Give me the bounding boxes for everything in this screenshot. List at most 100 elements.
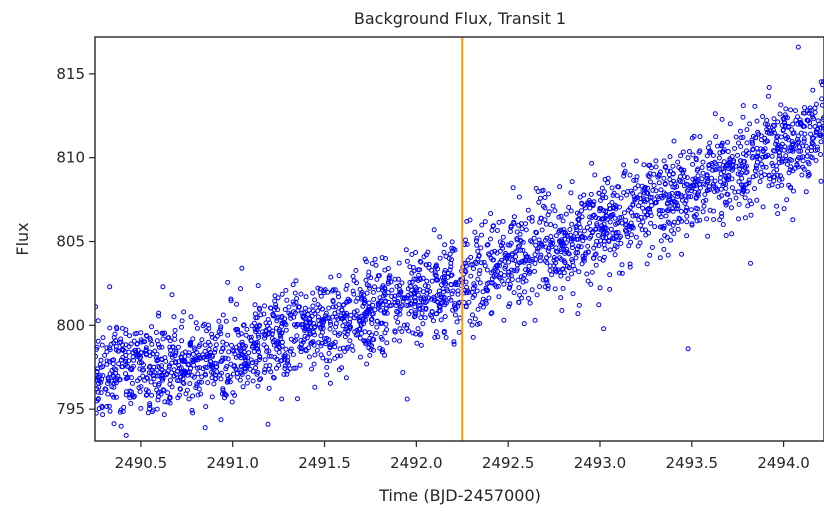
data-point	[633, 213, 638, 219]
data-point	[337, 353, 343, 359]
data-point	[536, 237, 542, 243]
data-point	[686, 194, 692, 200]
data-point	[250, 378, 256, 384]
data-point	[736, 179, 742, 185]
data-point	[310, 303, 316, 309]
data-point	[766, 124, 772, 130]
data-point	[601, 254, 607, 260]
data-point	[581, 258, 587, 264]
data-point	[424, 278, 430, 284]
data-point	[348, 312, 354, 318]
data-point	[275, 295, 281, 301]
data-point	[332, 330, 338, 336]
data-point	[538, 195, 543, 201]
data-point	[465, 257, 471, 263]
data-point	[754, 118, 760, 124]
data-point	[286, 362, 292, 368]
data-point	[363, 277, 369, 283]
data-point	[658, 187, 664, 193]
data-point	[730, 165, 736, 171]
data-point	[588, 191, 594, 197]
data-point	[744, 140, 750, 146]
data-point	[180, 359, 186, 364]
data-point	[775, 211, 781, 217]
data-point	[730, 162, 736, 168]
data-points	[95, 44, 824, 438]
data-point	[332, 310, 338, 316]
data-point	[560, 286, 566, 291]
data-point	[614, 193, 620, 199]
data-point	[341, 318, 347, 324]
data-point	[768, 128, 774, 134]
data-point	[114, 376, 120, 382]
data-point	[466, 299, 472, 305]
data-point	[769, 182, 775, 188]
data-point	[608, 226, 614, 232]
data-point	[320, 317, 326, 322]
data-point	[597, 256, 603, 262]
data-point	[576, 302, 582, 308]
data-point	[149, 324, 155, 330]
data-point	[187, 381, 193, 387]
data-point	[578, 244, 584, 250]
data-point	[392, 276, 398, 282]
data-point	[307, 320, 313, 326]
data-point	[503, 250, 509, 256]
data-point	[605, 180, 611, 186]
data-point	[374, 324, 380, 330]
data-point	[171, 373, 177, 379]
data-point	[238, 286, 243, 292]
data-point	[337, 346, 343, 352]
data-point	[274, 365, 279, 371]
data-point	[642, 214, 648, 220]
data-point	[384, 310, 390, 316]
data-point	[653, 188, 659, 194]
data-point	[661, 175, 667, 181]
data-point	[283, 287, 289, 293]
data-point	[423, 262, 429, 268]
data-point	[208, 359, 214, 365]
x-tick-label: 2491.0	[206, 454, 259, 472]
data-point	[362, 256, 368, 262]
data-point	[757, 179, 763, 185]
data-point	[593, 215, 599, 220]
data-point	[637, 240, 643, 246]
data-point	[719, 193, 725, 199]
data-point	[356, 326, 362, 332]
data-point	[653, 164, 659, 170]
data-point	[809, 111, 815, 117]
data-point	[704, 172, 710, 178]
data-point	[288, 315, 294, 321]
data-point	[653, 199, 659, 205]
data-point	[151, 376, 157, 382]
data-point	[609, 213, 615, 219]
data-point	[279, 315, 285, 321]
data-point	[647, 210, 653, 215]
data-point	[612, 215, 618, 221]
data-point	[163, 358, 169, 364]
data-point	[118, 357, 124, 363]
data-point	[506, 272, 512, 278]
data-point	[160, 284, 166, 290]
data-point	[253, 340, 259, 346]
data-point	[370, 289, 376, 295]
data-point	[412, 298, 418, 304]
data-point	[195, 392, 201, 398]
data-point	[464, 218, 470, 224]
data-point	[661, 158, 667, 164]
data-point	[382, 352, 388, 358]
data-point	[141, 367, 147, 373]
data-point	[816, 121, 822, 127]
data-point	[593, 262, 599, 268]
data-point	[579, 201, 585, 207]
data-point	[271, 312, 277, 318]
data-point	[587, 214, 593, 220]
data-point	[718, 143, 724, 149]
data-point	[145, 388, 151, 394]
y-tick-label: 795	[56, 400, 85, 418]
data-point	[187, 342, 193, 348]
data-point	[733, 195, 739, 201]
data-point	[273, 304, 279, 310]
data-point	[780, 128, 786, 134]
data-point	[477, 280, 483, 286]
